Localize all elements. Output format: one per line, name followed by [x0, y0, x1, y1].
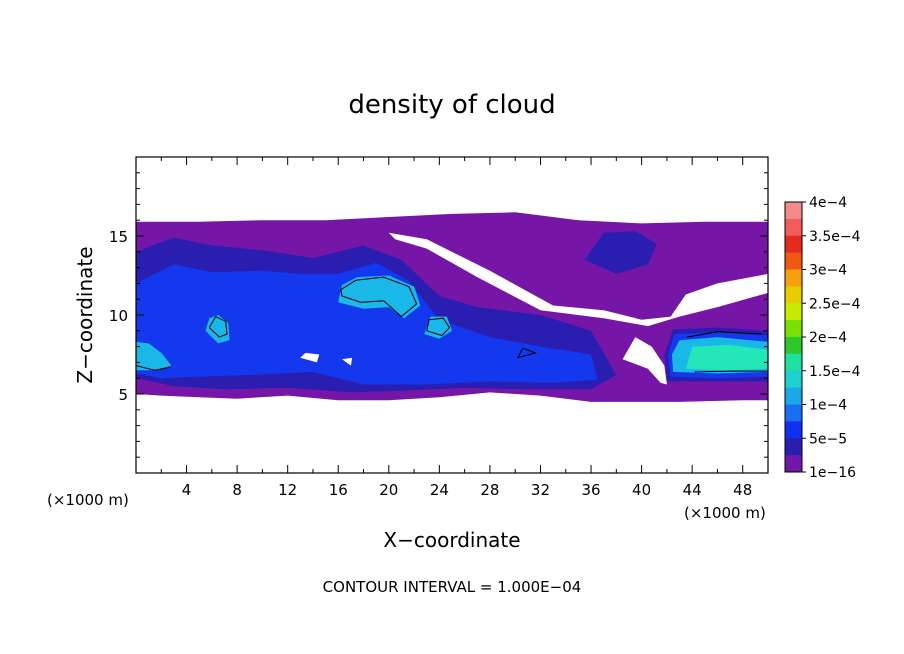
colorbar-swatch — [785, 218, 802, 237]
colorbar-swatch — [785, 438, 802, 456]
clear-air-gap-2 — [300, 352, 320, 363]
plot-area — [135, 156, 769, 474]
y-tick-label: 15 — [109, 228, 128, 246]
colorbar-label: 3.5e−4 — [809, 229, 861, 245]
density-region-8 — [205, 315, 230, 344]
colorbar-swatch — [785, 269, 802, 287]
clear-air-gap-0 — [388, 232, 768, 327]
x-tick-label: 32 — [531, 481, 550, 499]
clear-air-gap-1 — [622, 337, 667, 385]
contour-line-6 — [687, 331, 762, 338]
density-region-4 — [136, 262, 598, 385]
x-tick-label: 36 — [581, 481, 600, 499]
density-region-6 — [136, 341, 172, 371]
x-axis-label: X−coordinate — [383, 528, 520, 552]
colorbar-swatch — [785, 320, 802, 338]
x-tick-label: 48 — [733, 481, 752, 499]
x-unit-right: (×1000 m) — [684, 504, 766, 522]
x-tick-label: 8 — [232, 481, 242, 499]
y-tick-label: 10 — [109, 307, 128, 325]
colorbar-label: 3e−4 — [809, 263, 847, 279]
colorbar-swatch — [785, 455, 802, 473]
contour-line-5 — [694, 370, 768, 373]
colorbar-label: 1.5e−4 — [809, 364, 861, 380]
colorbar-swatch — [785, 404, 802, 422]
contour-interval-footer: CONTOUR INTERVAL = 1.000E−04 — [323, 578, 582, 596]
y-axis-label: Z−coordinate — [73, 246, 97, 383]
colorbar-swatch — [785, 370, 802, 389]
contour-line-1 — [340, 276, 418, 318]
density-region-2 — [584, 231, 657, 274]
contour-line-3 — [426, 317, 451, 337]
y-tick-label: 5 — [118, 386, 128, 404]
colorbar-label: 5e−5 — [809, 431, 847, 447]
colorbar-swatch — [785, 337, 802, 355]
density-region-7 — [338, 275, 421, 319]
contour-line-4 — [517, 347, 538, 359]
colorbar-swatch — [785, 387, 802, 406]
colorbar: 4e−4 3.5e−4 3e−4 2.5e−4 2e−4 1.5e−4 1e−4 5e−5 1e… — [784, 195, 861, 481]
colorbar-swatch — [785, 353, 802, 372]
x-tick-label: 12 — [278, 481, 297, 499]
x-tick-label: 4 — [182, 481, 192, 499]
colorbar-swatch — [785, 235, 802, 254]
colorbar-label: 2.5e−4 — [809, 296, 861, 312]
density-region-11 — [685, 345, 768, 371]
colorbar-swatch — [785, 252, 802, 271]
colorbar-swatch — [785, 286, 802, 304]
x-tick-label: 24 — [430, 481, 449, 499]
colorbar-swatch — [785, 202, 802, 220]
chart-title: density of cloud — [348, 90, 555, 120]
x-tick-label: 16 — [329, 481, 348, 499]
x-tick-label: 40 — [632, 481, 651, 499]
colorbar-swatch — [785, 303, 802, 321]
colorbar-label: 4e−4 — [809, 195, 847, 211]
x-tick-label: 20 — [379, 481, 398, 499]
colorbar-label: 1e−4 — [809, 398, 847, 414]
colorbar-label: 2e−4 — [809, 330, 847, 346]
x-tick-label: 44 — [683, 481, 702, 499]
x-tick-label: 28 — [480, 481, 499, 499]
clear-air-gap-3 — [342, 357, 353, 366]
contour-line-0 — [136, 365, 171, 371]
colorbar-label: 1e−16 — [809, 465, 856, 481]
density-region-9 — [424, 316, 452, 339]
contour-line-2 — [208, 315, 228, 338]
colorbar-swatch — [785, 421, 802, 439]
x-unit-left: (×1000 m) — [47, 491, 129, 509]
